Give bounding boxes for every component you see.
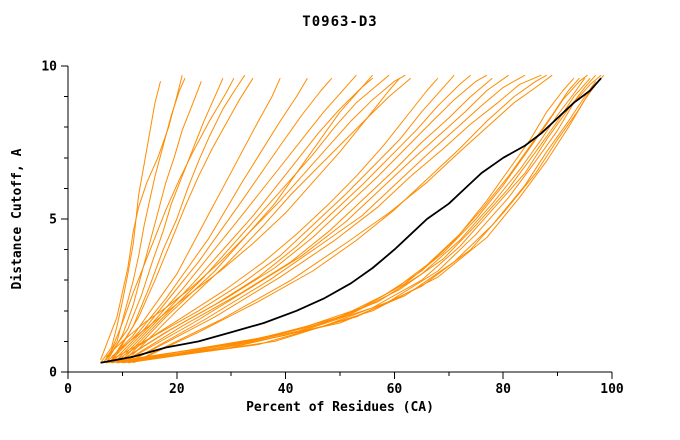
curve-28 [138, 74, 553, 361]
curve-29 [100, 77, 575, 364]
curve-09 [105, 77, 281, 364]
x-tick-label: 60 [387, 382, 403, 397]
chart-title: T0963-D3 [302, 14, 378, 30]
curve-27 [133, 74, 547, 364]
x-tick-label: 0 [64, 382, 72, 397]
curve-14 [122, 74, 390, 361]
y-tick-label: 0 [49, 366, 57, 381]
curve-23 [122, 77, 493, 364]
curve-04 [105, 77, 224, 361]
highlighted-curve [100, 77, 602, 364]
curve-01 [100, 81, 161, 364]
curve-11 [111, 77, 333, 364]
curve-38 [127, 74, 605, 364]
x-tick-label: 80 [495, 382, 511, 397]
curve-06 [111, 77, 254, 364]
curve-16 [127, 77, 412, 361]
curve-07 [100, 75, 183, 360]
x-tick-label: 20 [169, 382, 185, 397]
curve-12 [116, 74, 357, 361]
y-tick-label: 10 [41, 60, 57, 75]
curve-03 [105, 81, 202, 364]
curve-10 [111, 77, 308, 361]
y-tick-label: 5 [49, 213, 57, 228]
curve-08 [108, 77, 235, 357]
curve-22 [122, 74, 488, 361]
curve-05 [111, 74, 246, 361]
curve-24 [127, 74, 509, 361]
curve-19 [111, 77, 439, 361]
x-tick-label: 100 [600, 382, 624, 397]
curve-20 [116, 74, 455, 361]
curve-37 [122, 77, 602, 364]
curve-26 [133, 74, 542, 361]
curve-25 [127, 74, 526, 364]
curve-35 [116, 74, 602, 364]
curve-18 [111, 77, 401, 358]
x-axis-label: Percent of Residues (CA) [246, 400, 434, 415]
curve-17 [105, 74, 373, 358]
x-tick-label: 40 [278, 382, 294, 397]
curve-15 [122, 74, 406, 364]
